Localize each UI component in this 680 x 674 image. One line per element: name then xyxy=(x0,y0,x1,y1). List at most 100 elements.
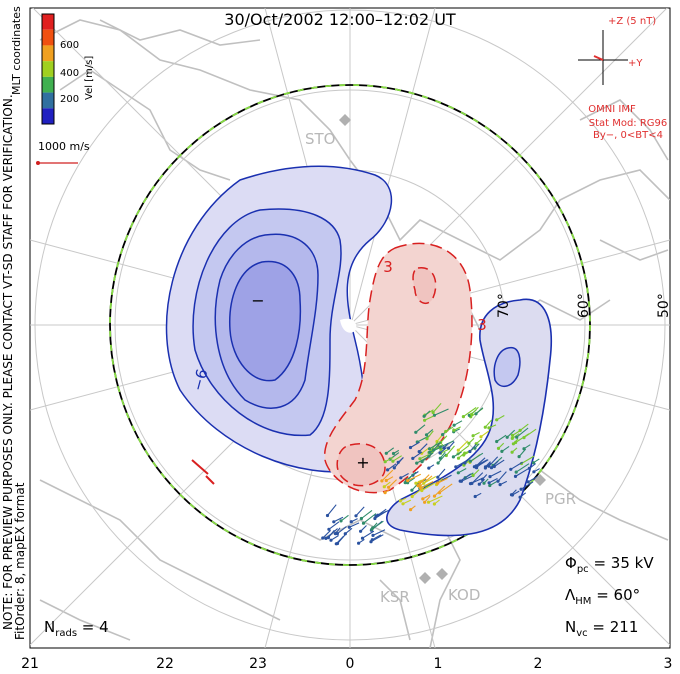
imf-source: OMNI IMF xyxy=(588,104,636,115)
lat-label-50: 50° xyxy=(656,293,672,318)
mlt-tick-23: 23 xyxy=(249,656,267,672)
velocity-vector xyxy=(407,473,422,482)
velocity-vector-origin xyxy=(510,493,514,497)
velocity-vector-origin xyxy=(473,446,477,450)
contour-label-negative: −6 xyxy=(188,367,211,393)
imf-bins: By−, 0<BT<4 xyxy=(593,130,663,141)
colorbar-block xyxy=(42,61,54,77)
velocity-vector xyxy=(489,470,502,478)
velocity-vector xyxy=(433,441,442,451)
velocity-vector-origin xyxy=(422,481,426,485)
velocity-vector-origin xyxy=(462,453,466,457)
velocity-vector xyxy=(457,440,469,451)
colorbar-tick-400: 400 xyxy=(60,68,79,79)
velocity-vector-origin xyxy=(383,491,387,495)
velocity-vector xyxy=(406,471,417,481)
velocity-vector xyxy=(370,534,384,543)
velocity-vector-origin xyxy=(382,485,386,489)
colorbar-block xyxy=(42,92,54,109)
lat-label-60: 60° xyxy=(576,293,592,318)
velocity-vector xyxy=(437,477,448,484)
velocity-vector xyxy=(496,434,507,442)
velocity-vector-origin xyxy=(410,488,414,492)
velocity-vector xyxy=(475,459,489,468)
velocity-vector-origin xyxy=(410,494,414,499)
velocity-vector-origin xyxy=(456,448,460,452)
velocity-vector xyxy=(494,459,505,467)
mlt-tick-3: 3 xyxy=(664,656,673,672)
velocity-vector-origin xyxy=(384,451,388,455)
velocity-vector-origin xyxy=(498,483,502,487)
lat-label-70: 70° xyxy=(496,293,512,318)
velocity-vector-origin xyxy=(421,497,425,501)
velocity-vector xyxy=(381,469,394,482)
velocity-vector-origin xyxy=(468,449,472,454)
velocity-vector-origin xyxy=(424,433,429,437)
velocity-vector xyxy=(516,427,529,438)
velocity-vector-origin xyxy=(500,449,504,453)
velocity-vector-origin xyxy=(511,442,515,446)
velocity-vector-origin xyxy=(371,533,375,538)
velocity-vector-origin xyxy=(376,513,380,517)
velocity-vector xyxy=(388,479,397,488)
velocity-vector-origin xyxy=(471,473,475,478)
velocity-vector xyxy=(355,506,365,517)
velocity-vector xyxy=(455,459,468,468)
velocity-vector-origin xyxy=(420,460,424,464)
velocity-vector xyxy=(488,456,499,467)
hm-boundary-dash xyxy=(109,84,591,566)
velocity-vector-origin xyxy=(347,525,351,529)
velocity-vector xyxy=(497,471,507,482)
contour-label-positive-side: 3 xyxy=(477,316,487,334)
velocity-vector-origin xyxy=(531,461,536,465)
velocity-vector-origin xyxy=(468,482,473,486)
velocity-vector-origin xyxy=(482,481,486,485)
velocity-vector xyxy=(423,476,437,484)
svg-text:ΛHM = 60°: ΛHM = 60° xyxy=(565,586,640,607)
velocity-vector-origin xyxy=(425,437,429,441)
velocity-vector-origin xyxy=(332,520,336,524)
velocity-vector-origin xyxy=(398,499,402,503)
velocity-vector-origin xyxy=(417,450,421,454)
velocity-vector-origin xyxy=(428,450,432,454)
velocity-vector-origin xyxy=(527,466,532,470)
velocity-vector-origin xyxy=(380,479,384,483)
velocity-vector-origin xyxy=(333,532,337,536)
velocity-vector-origin xyxy=(359,529,363,533)
velocity-vector-origin xyxy=(387,485,391,489)
velocity-vector xyxy=(527,475,539,483)
velocity-vector-origin xyxy=(339,519,343,523)
station-sto: STO xyxy=(305,130,336,148)
velocity-vector-origin xyxy=(488,475,492,479)
velocity-vector xyxy=(377,508,387,516)
velocity-vector xyxy=(463,407,477,418)
velocity-vector-origin xyxy=(452,423,456,427)
velocity-vector-origin xyxy=(519,487,523,491)
velocity-vector xyxy=(387,463,397,471)
phi-pc-stat: Φpc = 35 kV xyxy=(565,554,654,575)
velocity-vector-origin xyxy=(487,426,491,430)
velocity-vector xyxy=(337,526,347,535)
velocity-vector-origin xyxy=(432,502,436,506)
velocity-vector-origin xyxy=(483,466,487,470)
velocity-vector-origin xyxy=(436,475,440,479)
velocity-vector-origin xyxy=(436,461,440,465)
velocity-vector-origin xyxy=(334,542,338,546)
velocity-vector-origin xyxy=(488,483,492,488)
velocity-vector-origin xyxy=(436,481,440,485)
velocity-vector xyxy=(333,516,344,523)
velocity-vector xyxy=(445,445,455,456)
map-title: 30/Oct/2002 12:00–12:02 UT xyxy=(224,10,456,29)
velocity-vector-origin xyxy=(479,435,483,439)
velocity-vector-origin xyxy=(359,516,363,521)
velocity-vector-origin xyxy=(329,538,333,542)
velocity-vector-origin xyxy=(423,500,427,504)
velocity-vector xyxy=(420,481,434,489)
velocity-vector xyxy=(419,475,433,487)
velocity-vector-origin xyxy=(492,464,496,469)
svg-text:Φpc = 35 kV: Φpc = 35 kV xyxy=(565,554,654,575)
station-ksr: KSR xyxy=(380,588,410,606)
velocity-vector-origin xyxy=(518,495,522,499)
colorbar-block xyxy=(42,45,54,62)
velocity-vector xyxy=(480,430,490,438)
